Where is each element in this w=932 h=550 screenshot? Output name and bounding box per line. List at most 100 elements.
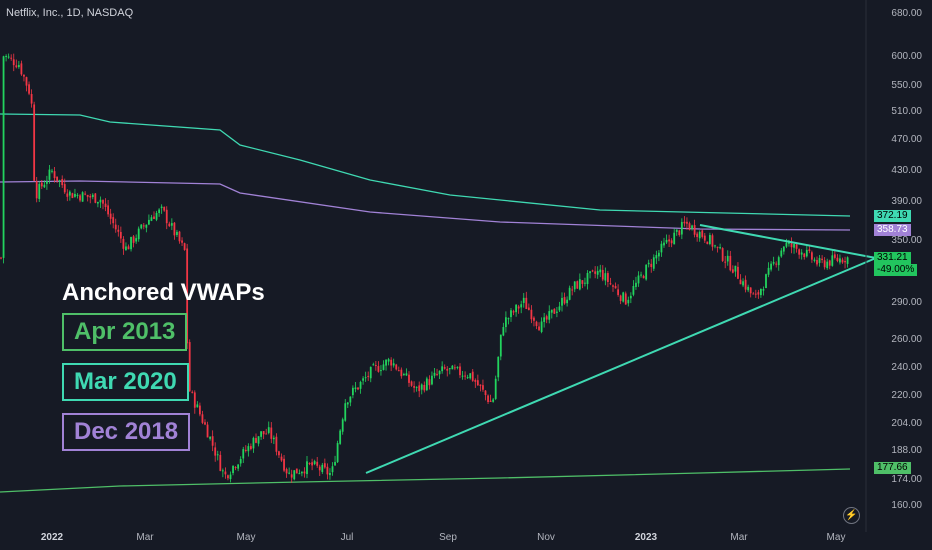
candle-body	[420, 384, 423, 390]
candle-body	[709, 235, 711, 245]
candle-body	[181, 240, 183, 243]
candle-body	[706, 241, 709, 245]
candle-body	[581, 280, 584, 284]
candle-body	[135, 238, 138, 242]
lightning-icon[interactable]: ⚡	[843, 507, 860, 524]
candle-body	[346, 402, 349, 405]
tag-change-pct: -49.00%	[874, 264, 918, 276]
candle-body	[74, 193, 76, 197]
candle-body	[721, 248, 724, 261]
candle-body	[214, 447, 217, 456]
candle-body	[71, 193, 74, 198]
candle-body	[632, 286, 635, 295]
candle-body	[828, 260, 831, 266]
candle-body	[599, 269, 602, 273]
candle-body	[109, 213, 112, 219]
candle-body	[395, 364, 398, 370]
candle-body	[471, 371, 474, 381]
anchor-box-apr-2013: Apr 2013	[62, 313, 188, 351]
candle-body	[380, 370, 382, 372]
candle-body	[650, 263, 653, 268]
candle-body	[43, 184, 46, 188]
candle-body	[102, 200, 104, 204]
candle-body	[12, 59, 15, 66]
price-label: 680.00	[891, 8, 922, 19]
candle-body	[617, 289, 619, 295]
candle-body	[839, 258, 841, 263]
candle-body	[726, 255, 729, 262]
candle-body	[81, 192, 84, 202]
price-label: 290.00	[891, 297, 922, 308]
candle-body	[40, 182, 43, 187]
candle-body	[188, 342, 191, 392]
candle-body	[130, 236, 132, 250]
candle-body	[703, 235, 706, 241]
candle-body	[540, 321, 543, 332]
candle-body	[566, 299, 568, 304]
candle-body	[607, 273, 609, 282]
candle-body	[788, 241, 790, 244]
candle-body	[7, 56, 10, 58]
time-label: Mar	[730, 532, 748, 543]
candle-body	[377, 366, 380, 372]
candle-body	[25, 77, 28, 86]
candle-body	[405, 373, 408, 376]
candle-body	[589, 271, 591, 274]
candle-body	[742, 281, 744, 286]
candle-body	[737, 266, 739, 279]
candle-body	[647, 262, 650, 265]
candle-body	[512, 311, 515, 313]
candle-body	[760, 288, 762, 296]
candle-body	[489, 400, 492, 402]
price-label: 260.00	[891, 334, 922, 345]
candle-body	[527, 307, 530, 311]
candle-body	[476, 380, 479, 386]
candle-body	[221, 470, 224, 472]
candle-body	[20, 63, 23, 75]
candle-body	[331, 466, 334, 473]
candle-body	[66, 193, 69, 197]
candle-body	[670, 240, 673, 244]
candle-body	[482, 385, 484, 390]
candle-body	[619, 295, 622, 301]
candle-body	[622, 292, 625, 302]
vwap-mar-2020-line	[0, 113, 851, 217]
candle-body	[688, 223, 691, 230]
candle-body	[624, 293, 627, 305]
candle-body	[390, 359, 393, 366]
candle-body	[701, 230, 704, 237]
candle-body	[749, 287, 752, 294]
candle-body	[150, 217, 153, 221]
candle-body	[33, 104, 36, 181]
candle-body	[739, 279, 742, 285]
candle-body	[553, 308, 556, 314]
candle-body	[543, 317, 546, 322]
candle-body	[591, 270, 594, 272]
candle-body	[561, 297, 563, 306]
candle-body	[117, 229, 120, 232]
candle-body	[635, 282, 637, 287]
candle-body	[525, 297, 528, 309]
candle-body	[260, 431, 262, 437]
candle-body	[298, 473, 301, 475]
price-label: 550.00	[891, 80, 922, 91]
time-label: Nov	[537, 532, 555, 543]
candle-body	[813, 259, 816, 261]
candle-body	[594, 271, 597, 274]
candle-body	[734, 265, 737, 272]
candle-body	[211, 436, 214, 446]
candle-body	[413, 386, 415, 388]
candle-body	[334, 461, 336, 466]
candle-body	[533, 317, 535, 321]
candle-body	[811, 252, 813, 260]
candle-body	[494, 378, 497, 399]
candle-body	[438, 370, 441, 375]
candle-body	[10, 57, 13, 59]
time-label: Jul	[340, 532, 354, 543]
candle-body	[336, 443, 339, 463]
candle-body	[800, 252, 803, 255]
candle-body	[716, 246, 719, 248]
candle-body	[459, 366, 461, 376]
candle-body	[119, 231, 122, 239]
